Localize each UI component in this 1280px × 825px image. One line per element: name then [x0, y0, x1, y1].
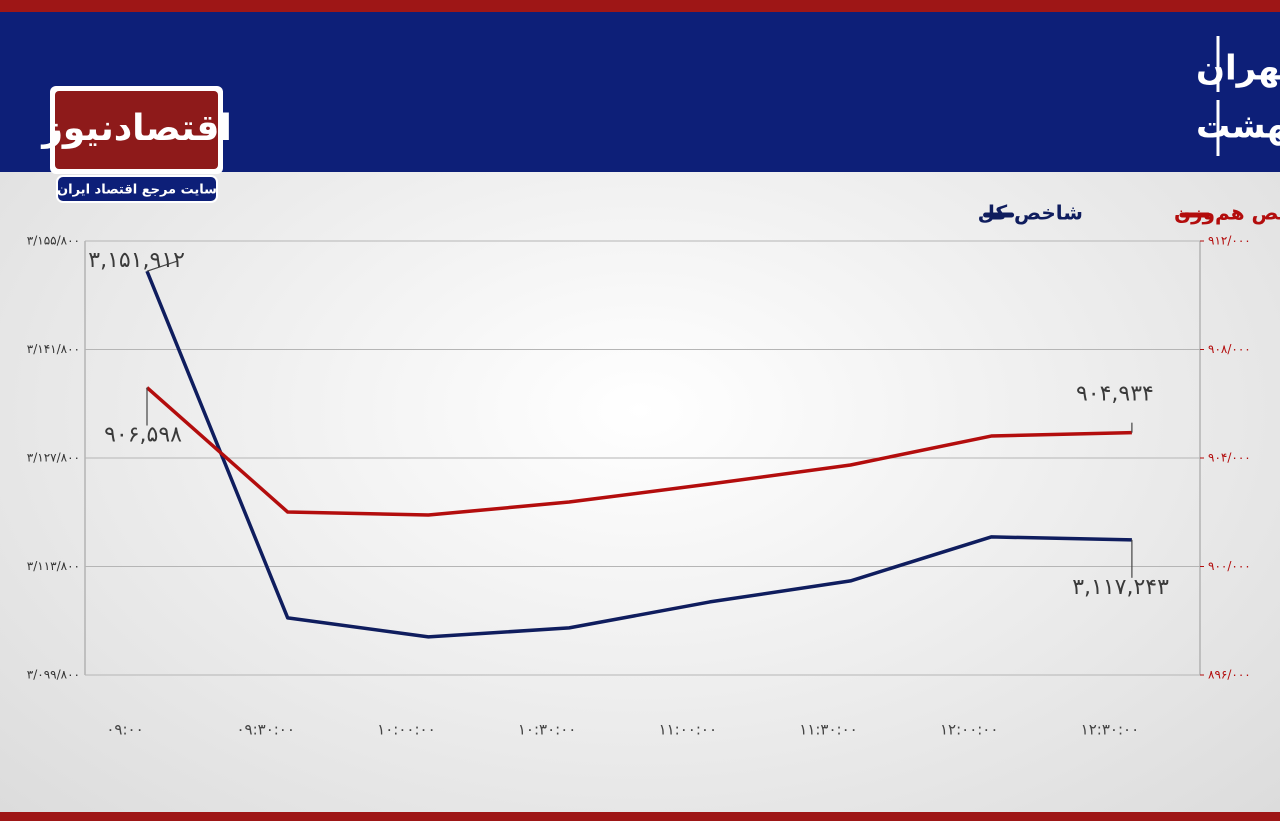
data-label: ۹۰۶,۵۹۸ — [104, 423, 182, 448]
y-tick-label: ۳/۱۲۷/۸۰۰ — [27, 451, 80, 465]
x-tick-label: ۰۹:۳۰:۰۰ — [236, 721, 294, 739]
x-tick-label: ۰۹:۰۰ — [106, 721, 143, 739]
series-line — [145, 270, 1132, 639]
y-tick-label: ۳/۱۱۳/۸۰۰ — [27, 559, 80, 573]
logo-box — [55, 91, 218, 169]
x-tick-label: ۱۱:۰۰:۰۰ — [659, 721, 717, 739]
logo-tagline-box — [56, 175, 218, 203]
x-tick-label: ۱۰:۰۰:۰۰ — [377, 721, 435, 739]
chart-title: روند ساعتی شاخص کل و هم‌وزن بورس تهران — [1196, 49, 1280, 89]
y-tick-label: ۳/۰۹۹/۸۰۰ — [27, 668, 80, 682]
chart-subtitle: یکشنبه ۷ اردیبهشت — [1196, 107, 1280, 147]
leader-line — [146, 260, 178, 272]
y2-tick-label: ۹۱۲/۰۰۰ — [1208, 234, 1251, 248]
bottom-strip — [0, 812, 1280, 821]
x-tick-label: ۱۱:۳۰:۰۰ — [799, 721, 857, 739]
series-line — [145, 386, 1132, 517]
y2-tick-label: ۹۰۸/۰۰۰ — [1208, 342, 1251, 356]
data-label: ۳,۱۱۷,۲۴۳ — [1072, 575, 1169, 600]
x-tick-label: ۱۲:۰۰:۰۰ — [940, 721, 998, 739]
data-label: ۳,۱۵۱,۹۱۲ — [88, 248, 185, 273]
logo-tagline: سایت مرجع اقتصاد ایران — [57, 183, 217, 198]
y2-tick-label: ۹۰۰/۰۰۰ — [1208, 559, 1251, 573]
x-tick-label: ۱۲:۳۰:۰۰ — [1081, 721, 1139, 739]
y-tick-label: ۳/۱۵۵/۸۰۰ — [27, 234, 80, 248]
y2-tick-label: ۹۰۴/۰۰۰ — [1208, 451, 1251, 465]
x-tick-label: ۱۰:۳۰:۰۰ — [518, 721, 576, 739]
y-tick-label: ۳/۱۴۱/۸۰۰ — [27, 342, 80, 356]
top-strip — [0, 0, 1280, 12]
legend-label: شاخص هم‌وزن — [1174, 201, 1280, 225]
logo: اقتصادنیوز — [40, 108, 232, 149]
legend-label: شاخص کل — [978, 201, 1083, 225]
y2-tick-label: ۸۹۶/۰۰۰ — [1208, 668, 1251, 682]
data-label: ۹۰۴,۹۳۴ — [1076, 382, 1154, 407]
